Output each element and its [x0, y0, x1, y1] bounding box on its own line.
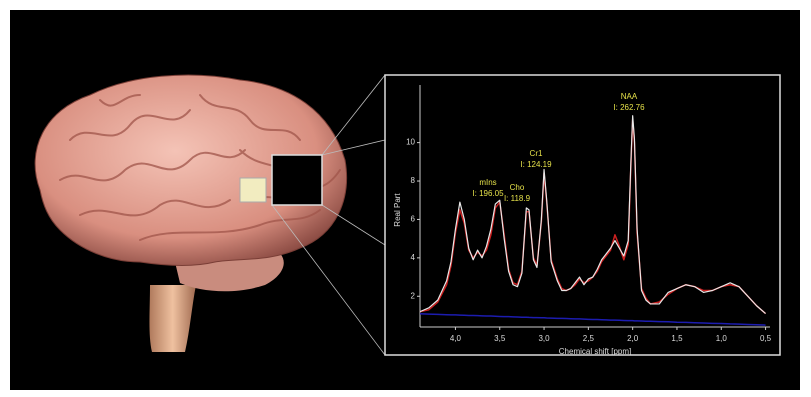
peak-integral: I: 196.05: [472, 189, 504, 198]
peak-name: Cho: [510, 183, 525, 192]
x-tick-label: 3,5: [494, 334, 506, 343]
x-tick-label: 3,0: [538, 334, 550, 343]
x-axis-title: Chemical shift [ppm]: [559, 347, 631, 356]
y-tick-label: 4: [411, 253, 416, 262]
x-tick-label: 1,5: [671, 334, 683, 343]
peak-integral: I: 262.76: [613, 103, 645, 112]
voxel: [240, 178, 266, 202]
peak-name: NAA: [621, 92, 638, 101]
y-axis-title: Real Part: [393, 193, 402, 227]
x-tick-label: 0,5: [760, 334, 772, 343]
peak-name: mIns: [479, 178, 496, 187]
y-tick-label: 2: [411, 291, 416, 300]
figure: Real Part Chemical shift [ppm] 2 4 6 8 10 4,0…: [0, 0, 811, 397]
inset-box: [272, 155, 322, 205]
x-tick-label: 2,0: [627, 334, 639, 343]
x-tick-label: 2,5: [583, 334, 595, 343]
spectrum-panel: [385, 75, 780, 355]
x-tick-label: 1,0: [716, 334, 728, 343]
peak-integral: I: 118.9: [504, 194, 531, 203]
y-tick-label: 10: [406, 138, 415, 147]
peak-name: Cr1: [530, 149, 543, 158]
peak-integral: I: 124.19: [520, 160, 552, 169]
y-tick-label: 6: [411, 215, 416, 224]
page: {"chart_data": {"type": "line", "xlabel"…: [0, 0, 811, 397]
x-tick-label: 4,0: [450, 334, 462, 343]
y-tick-label: 8: [411, 176, 416, 185]
